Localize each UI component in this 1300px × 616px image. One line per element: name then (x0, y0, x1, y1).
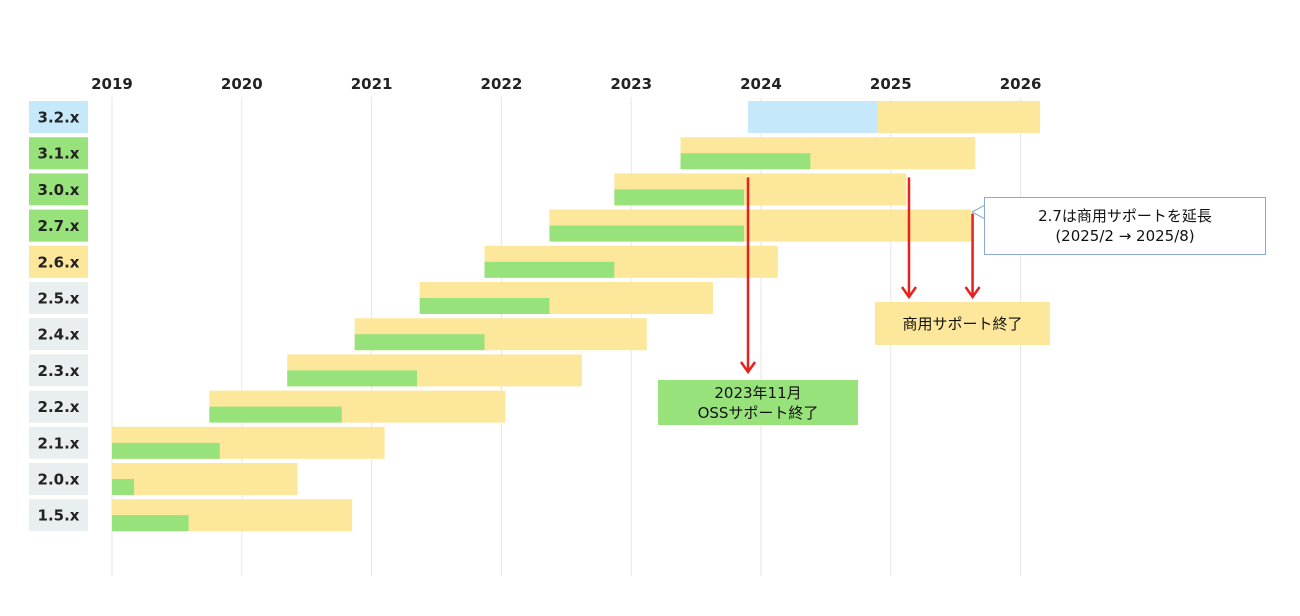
bar-oss-2.3.x (287, 370, 418, 387)
version-bars (112, 101, 1041, 532)
bar-oss-2.2.x (209, 406, 342, 423)
version-label-3.0.x: 3.0.x (38, 181, 80, 199)
version-label-box-2.7.x (29, 209, 88, 242)
version-label-box-3.0.x (29, 173, 88, 206)
version-label-box-2.4.x (29, 318, 88, 351)
bar-oss-2.7.x (549, 225, 745, 242)
bar-oss-2.1.x (112, 442, 220, 459)
bar-oss-2.0.x (112, 479, 135, 495)
version-label-2.7.x: 2.7.x (38, 217, 80, 235)
version-labels: 3.2.x 3.1.x 3.0.x 2.7.x 2.6.x 2.5.x 2.4.x 2.3.x… (29, 101, 88, 532)
eol-arrow-head-0 (739, 361, 757, 375)
oss-eol-annotation: 2023年11月 OSSサポート終了 (658, 380, 858, 425)
year-label-2026: 2026 (1000, 75, 1042, 93)
version-label-box-2.1.x (29, 426, 88, 459)
version-label-box-2.6.x (29, 245, 88, 278)
bar-oss-1.5.x (112, 515, 189, 532)
commercial-eol-annotation: 商用サポート終了 (875, 302, 1050, 345)
version-label-box-2.0.x (29, 463, 88, 495)
year-label-2020: 2020 (221, 75, 263, 93)
version-label-box-3.2.x (29, 101, 88, 133)
version-label-box-3.1.x (29, 137, 88, 170)
year-label-2023: 2023 (610, 75, 652, 93)
eol-arrow-head-2 (964, 286, 981, 300)
version-label-box-2.2.x (29, 390, 88, 423)
year-label-2022: 2022 (481, 75, 523, 93)
year-label-2024: 2024 (740, 75, 782, 93)
bar-oss-2.4.x (354, 334, 485, 351)
version-label-2.6.x: 2.6.x (38, 253, 80, 271)
oss-eol-label-text: OSSサポート終了 (697, 403, 819, 422)
bar-oss-3.0.x (614, 189, 745, 206)
version-label-box-2.5.x (29, 282, 88, 314)
year-axis-labels: 2019 2020 2021 2022 2023 2024 2025 2026 (91, 75, 1041, 93)
version-label-box-1.5.x (29, 499, 88, 532)
version-label-1.5.x: 1.5.x (38, 507, 80, 525)
commercial-eol-label-text: 商用サポート終了 (902, 314, 1023, 333)
version-label-2.2.x: 2.2.x (38, 398, 80, 416)
oss-eol-date-text: 2023年11月 (714, 383, 802, 402)
version-label-box-2.3.x (29, 354, 88, 387)
version-label-3.2.x: 3.2.x (38, 109, 80, 127)
version-label-2.0.x: 2.0.x (38, 471, 80, 489)
version-label-2.4.x: 2.4.x (38, 326, 80, 344)
year-label-2019: 2019 (91, 75, 133, 93)
extension-note-line1: 2.7は商用サポートを延長 (1038, 207, 1212, 225)
version-label-3.1.x: 3.1.x (38, 145, 80, 163)
bar-oss-2.5.x (419, 298, 550, 314)
eol-arrow-head-1 (900, 286, 917, 300)
version-label-2.3.x: 2.3.x (38, 362, 80, 380)
bar-commercial-2.0.x (112, 463, 298, 495)
bar-oss-3.1.x (680, 153, 811, 170)
eol-arrows (739, 177, 981, 375)
bar-commercial-3.2.x (877, 101, 1041, 133)
version-label-2.1.x: 2.1.x (38, 434, 80, 452)
year-label-2021: 2021 (351, 75, 393, 93)
extension-note-callout: 2.7は商用サポートを延長 (2025/2 → 2025/8) (984, 197, 1266, 255)
year-label-2025: 2025 (870, 75, 912, 93)
extension-note-line2: (2025/2 → 2025/8) (1055, 227, 1195, 245)
bar-future-3.2.x (748, 101, 878, 133)
bar-oss-2.6.x (484, 261, 615, 278)
version-label-2.5.x: 2.5.x (38, 290, 80, 308)
